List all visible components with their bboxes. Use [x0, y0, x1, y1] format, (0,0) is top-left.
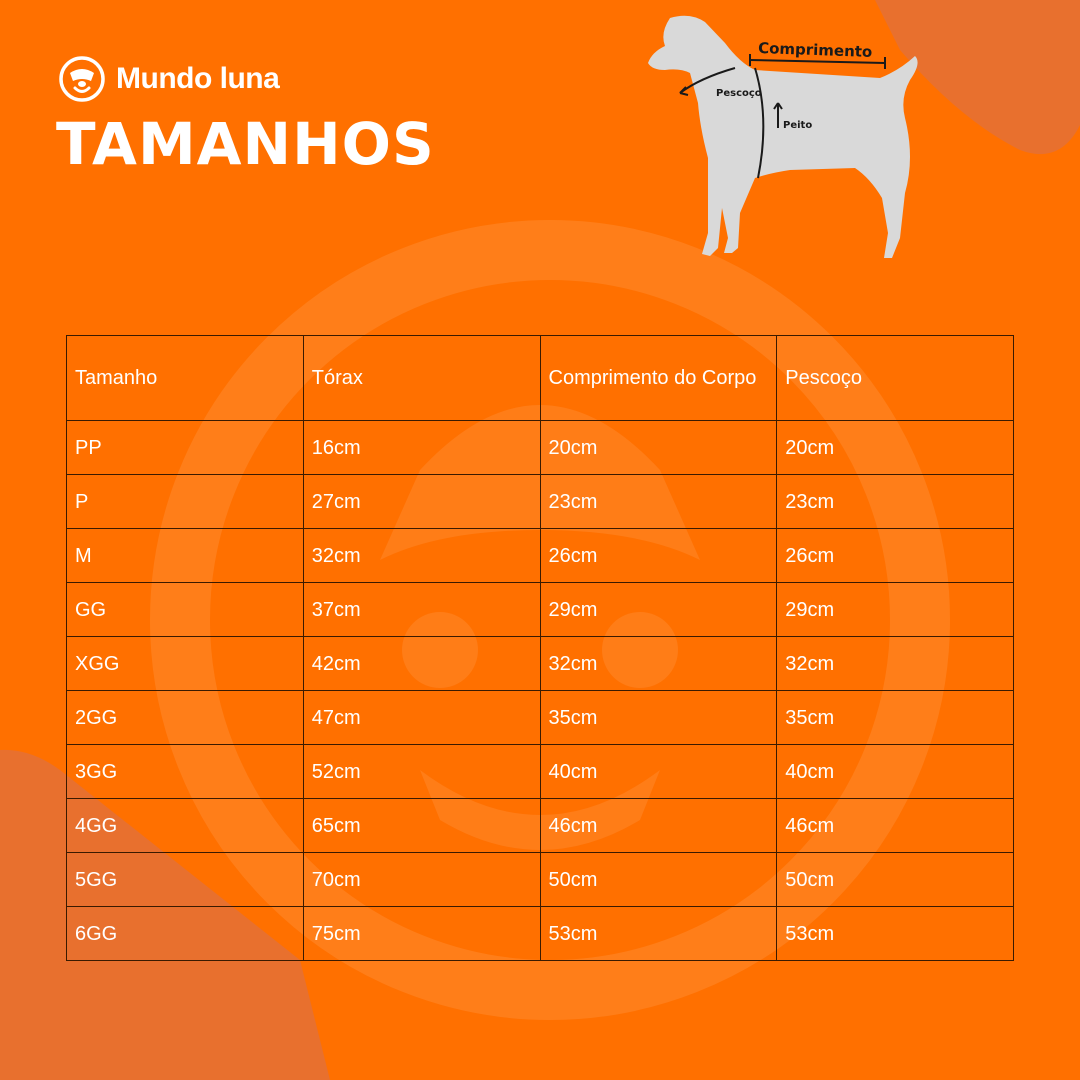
neck-measure-marker: [679, 67, 736, 96]
cell-chest: 75cm: [302, 906, 541, 961]
size-table: Tamanho Tórax Comprimento do Corpo Pesco…: [66, 335, 1014, 961]
brand-logo: Mundo luna: [58, 56, 280, 102]
cell-neck: 53cm: [776, 906, 1014, 961]
cell-neck: 29cm: [776, 582, 1014, 637]
dog-face-logo-icon: [59, 56, 105, 102]
cell-size: PP: [66, 420, 304, 475]
diagram-label-neck: Pescoço: [716, 88, 762, 99]
cell-body-length: 50cm: [539, 852, 778, 907]
cell-size: M: [66, 528, 304, 583]
table-row: 2GG 47cm 35cm 35cm: [66, 690, 1014, 745]
page-title: TAMANHOS: [56, 110, 435, 178]
table-row: PP 16cm 20cm 20cm: [66, 420, 1014, 475]
table-row: GG 37cm 29cm 29cm: [66, 582, 1014, 637]
header-cell-chest: Tórax: [302, 335, 541, 421]
cell-body-length: 29cm: [539, 582, 778, 637]
table-row: 5GG 70cm 50cm 50cm: [66, 852, 1014, 907]
table-header-row: Tamanho Tórax Comprimento do Corpo Pesco…: [66, 335, 1014, 421]
cell-neck: 26cm: [776, 528, 1014, 583]
cell-chest: 42cm: [302, 636, 541, 691]
brand-name: Mundo luna: [116, 62, 280, 95]
header-cell-body-length: Comprimento do Corpo: [539, 335, 778, 421]
cell-body-length: 23cm: [539, 474, 778, 529]
cell-body-length: 32cm: [539, 636, 778, 691]
cell-size: 4GG: [66, 798, 304, 853]
dog-silhouette-icon: [648, 15, 918, 258]
cell-neck: 40cm: [776, 744, 1014, 799]
cell-body-length: 26cm: [539, 528, 778, 583]
cell-neck: 35cm: [776, 690, 1014, 745]
cell-size: 5GG: [66, 852, 304, 907]
cell-chest: 37cm: [302, 582, 541, 637]
dog-measurement-diagram: Comprimento Pescoço Peito: [648, 15, 918, 258]
cell-size: P: [66, 474, 304, 529]
cell-chest: 52cm: [302, 744, 541, 799]
cell-neck: 23cm: [776, 474, 1014, 529]
cell-size: GG: [66, 582, 304, 637]
cell-body-length: 46cm: [539, 798, 778, 853]
cell-chest: 27cm: [302, 474, 541, 529]
header-cell-size: Tamanho: [66, 335, 304, 421]
cell-chest: 47cm: [302, 690, 541, 745]
table-row: P 27cm 23cm 23cm: [66, 474, 1014, 529]
cell-neck: 20cm: [776, 420, 1014, 475]
cell-body-length: 40cm: [539, 744, 778, 799]
cell-body-length: 35cm: [539, 690, 778, 745]
cell-chest: 16cm: [302, 420, 541, 475]
table-row: 6GG 75cm 53cm 53cm: [66, 906, 1014, 961]
cell-neck: 32cm: [776, 636, 1014, 691]
table-row: 3GG 52cm 40cm 40cm: [66, 744, 1014, 799]
cell-size: 6GG: [66, 906, 304, 961]
cell-size: 3GG: [66, 744, 304, 799]
table-row: M 32cm 26cm 26cm: [66, 528, 1014, 583]
cell-body-length: 20cm: [539, 420, 778, 475]
length-measure-marker: [749, 54, 886, 69]
cell-chest: 65cm: [302, 798, 541, 853]
diagram-label-length: Comprimento: [758, 39, 873, 61]
cell-size: 2GG: [66, 690, 304, 745]
header-cell-neck: Pescoço: [776, 335, 1014, 421]
cell-size: XGG: [66, 636, 304, 691]
cell-body-length: 53cm: [539, 906, 778, 961]
cell-neck: 46cm: [776, 798, 1014, 853]
cell-neck: 50cm: [776, 852, 1014, 907]
table-row: XGG 42cm 32cm 32cm: [66, 636, 1014, 691]
cell-chest: 32cm: [302, 528, 541, 583]
chest-measure-marker: [754, 67, 783, 179]
diagram-label-chest: Peito: [783, 120, 812, 131]
table-row: 4GG 65cm 46cm 46cm: [66, 798, 1014, 853]
cell-chest: 70cm: [302, 852, 541, 907]
